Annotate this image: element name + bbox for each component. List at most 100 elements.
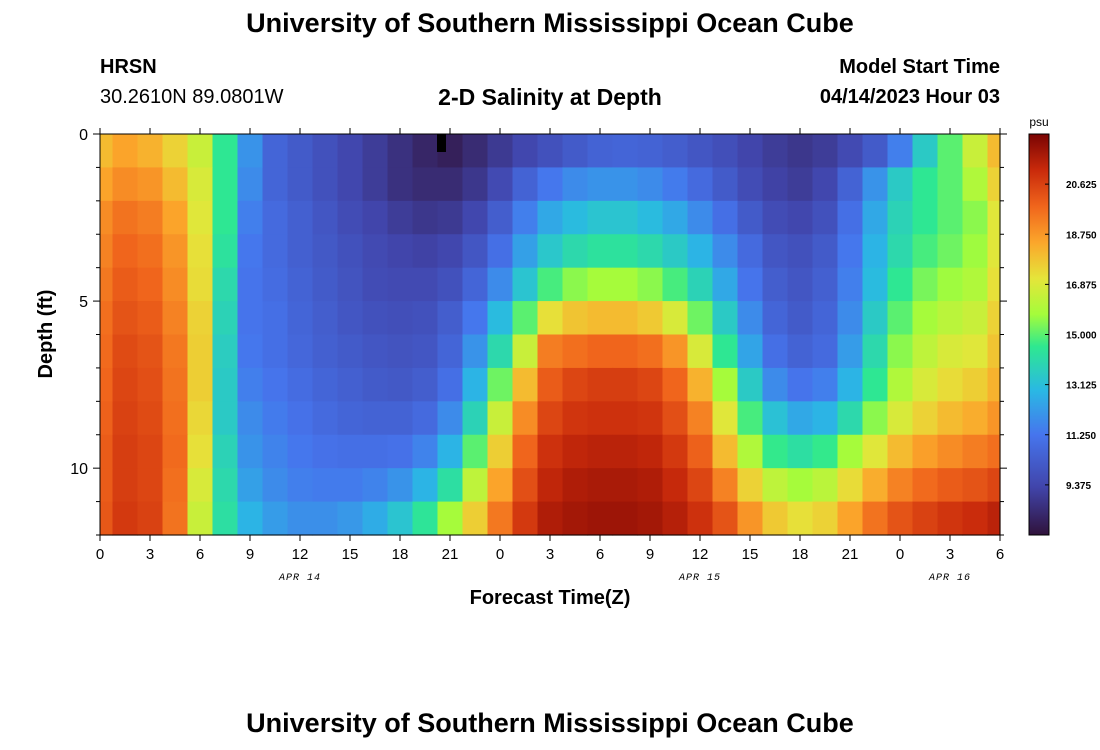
- heatmap-cell: [537, 501, 564, 536]
- heatmap-cell: [512, 468, 539, 503]
- heatmap-cell: [987, 401, 1001, 436]
- heatmap-cell: [887, 134, 914, 169]
- x-tick-label: 3: [946, 546, 954, 563]
- heatmap-cell: [100, 167, 114, 202]
- heatmap-cell: [912, 334, 939, 369]
- heatmap-cell: [100, 501, 114, 536]
- heatmap-cell: [812, 267, 839, 302]
- heatmap-cell: [462, 267, 489, 302]
- heatmap-cell: [662, 234, 689, 269]
- heatmap-cell: [187, 501, 214, 536]
- heatmap-cell: [537, 234, 564, 269]
- heatmap-cell: [237, 301, 264, 336]
- heatmap-cell: [312, 200, 339, 235]
- heatmap-cell: [712, 301, 739, 336]
- heatmap-cell: [737, 200, 764, 235]
- heatmap-cell: [862, 501, 889, 536]
- heatmap-cell: [662, 301, 689, 336]
- heatmap-cell: [237, 468, 264, 503]
- heatmap-cell: [962, 434, 989, 469]
- heatmap-cell: [512, 167, 539, 202]
- model-start-value: 04/14/2023 Hour 03: [819, 86, 1000, 108]
- heatmap-cell: [412, 301, 439, 336]
- heatmap-cell: [712, 468, 739, 503]
- heatmap-cell: [812, 301, 839, 336]
- heatmap-cell: [337, 367, 364, 402]
- heatmap-cell: [737, 334, 764, 369]
- heatmap-cell: [362, 200, 389, 235]
- heatmap-cell: [337, 167, 364, 202]
- heatmap-cell: [212, 301, 239, 336]
- heatmap-cell: [662, 401, 689, 436]
- heatmap-cell: [212, 401, 239, 436]
- heatmap-cell: [137, 301, 164, 336]
- heatmap-cell: [412, 501, 439, 536]
- heatmap-cell: [812, 501, 839, 536]
- heatmap-cell: [462, 367, 489, 402]
- heatmap-cell: [112, 267, 139, 302]
- heatmap-cell: [337, 434, 364, 469]
- heatmap-cell: [962, 134, 989, 169]
- heatmap-cell: [162, 200, 189, 235]
- heatmap-cell: [837, 401, 864, 436]
- heatmap-cell: [287, 234, 314, 269]
- date-label: APR 16: [928, 573, 971, 584]
- heatmap-cell: [262, 301, 289, 336]
- heatmap-cell: [487, 134, 514, 169]
- heatmap-cell: [362, 468, 389, 503]
- heatmap-cell: [137, 501, 164, 536]
- heatmap-cell: [787, 301, 814, 336]
- heatmap-cell: [787, 434, 814, 469]
- x-tick-label: 0: [96, 546, 104, 563]
- heatmap-cell: [212, 367, 239, 402]
- heatmap-cell: [787, 234, 814, 269]
- heatmap-cell: [762, 167, 789, 202]
- heatmap-cell: [362, 234, 389, 269]
- x-tick-label: 6: [996, 546, 1004, 563]
- heatmap-cell: [187, 334, 214, 369]
- heatmap-cell: [537, 301, 564, 336]
- heatmap-cell: [812, 234, 839, 269]
- heatmap-cell: [862, 167, 889, 202]
- heatmap-cell: [437, 367, 464, 402]
- heatmap-cell: [462, 401, 489, 436]
- heatmap-cell: [312, 434, 339, 469]
- heatmap-cell: [562, 134, 589, 169]
- heatmap-cell: [137, 267, 164, 302]
- heatmap-cell: [162, 134, 189, 169]
- heatmap-cell: [387, 167, 414, 202]
- heatmap-cell: [100, 468, 114, 503]
- heatmap-cell: [637, 301, 664, 336]
- heatmap-cell: [862, 200, 889, 235]
- heatmap-cell: [787, 167, 814, 202]
- station-name: HRSN: [100, 56, 157, 78]
- heatmap-cell: [537, 434, 564, 469]
- heatmap-cell: [937, 501, 964, 536]
- heatmap-cell: [962, 167, 989, 202]
- heatmap-cell: [112, 200, 139, 235]
- heatmap-cell: [837, 434, 864, 469]
- heatmap-cell: [212, 267, 239, 302]
- heatmap-cell: [112, 134, 139, 169]
- colorbar-tick-label: 9.375: [1066, 481, 1091, 492]
- heatmap-cell: [587, 501, 614, 536]
- heatmap-cell: [512, 134, 539, 169]
- heatmap-cell: [937, 401, 964, 436]
- heatmap-cell: [562, 200, 589, 235]
- heatmap-cell: [262, 334, 289, 369]
- heatmap-cell: [762, 134, 789, 169]
- colorbar-tick-label: 18.750: [1066, 230, 1097, 241]
- x-tick-label: 0: [496, 546, 504, 563]
- heatmap-cell: [912, 267, 939, 302]
- heatmap-cell: [187, 367, 214, 402]
- heatmap-cell: [937, 468, 964, 503]
- page-title: University of Southern Mississippi Ocean…: [246, 8, 854, 38]
- heatmap-cell: [162, 167, 189, 202]
- heatmap-cell: [737, 468, 764, 503]
- heatmap-cell: [662, 334, 689, 369]
- heatmap-cell: [612, 334, 639, 369]
- heatmap-cell: [362, 301, 389, 336]
- heatmap-cell: [537, 134, 564, 169]
- heatmap-cell: [462, 234, 489, 269]
- heatmap-cell: [737, 134, 764, 169]
